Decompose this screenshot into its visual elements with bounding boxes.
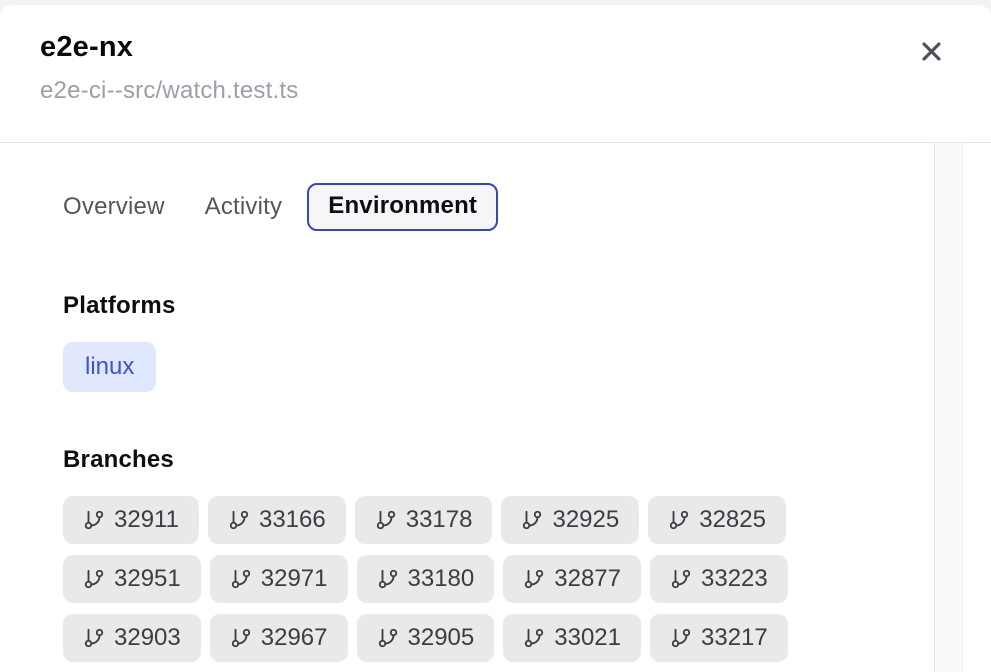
- platforms-list: linux: [63, 342, 991, 392]
- git-branch-icon: [229, 510, 249, 530]
- branch-badge[interactable]: 33021: [503, 614, 641, 662]
- branch-number: 32905: [407, 624, 475, 651]
- git-branch-icon: [671, 569, 691, 589]
- tab-overview[interactable]: Overview: [63, 192, 165, 220]
- branch-badge[interactable]: 32971: [209, 555, 348, 603]
- git-branch-icon: [84, 569, 104, 589]
- branch-badge[interactable]: 32925: [501, 496, 640, 544]
- branch-badge[interactable]: 32967: [209, 614, 348, 662]
- git-branch-icon: [84, 628, 104, 648]
- branch-badge[interactable]: 33180: [356, 555, 495, 603]
- close-button[interactable]: [911, 31, 951, 71]
- branch-number: 33178: [405, 506, 473, 533]
- git-branch-icon: [378, 628, 397, 648]
- git-branch-icon: [376, 510, 395, 530]
- branch-number: 32877: [554, 565, 621, 592]
- branch-number: 32911: [114, 506, 179, 533]
- branch-number: 33180: [407, 565, 475, 592]
- git-branch-icon: [671, 628, 691, 648]
- git-branch-icon: [525, 569, 544, 589]
- branch-number: 32925: [552, 506, 620, 533]
- branch-badge[interactable]: 32903: [63, 614, 201, 662]
- git-branch-icon: [523, 510, 542, 530]
- branch-badge[interactable]: 32905: [356, 614, 495, 662]
- git-branch-icon: [84, 510, 104, 530]
- branch-number: 33223: [701, 565, 768, 592]
- environment-tab-panel: Overview Activity Environment Platforms …: [0, 143, 991, 662]
- branch-badge[interactable]: 33217: [650, 614, 788, 662]
- branch-badge[interactable]: 33166: [207, 496, 346, 544]
- platforms-heading: Platforms: [63, 292, 176, 319]
- git-branch-icon: [670, 510, 689, 530]
- git-branch-icon: [231, 628, 250, 648]
- git-branch-icon: [378, 569, 397, 589]
- branch-badge[interactable]: 32951: [63, 555, 201, 603]
- branch-number: 32971: [260, 565, 328, 592]
- git-branch-icon: [525, 628, 544, 648]
- tab-bar: Overview Activity Environment: [63, 182, 991, 231]
- platform-chip: linux: [63, 342, 157, 392]
- branch-number: 32825: [699, 506, 766, 533]
- branches-list: 32911 33166: [63, 496, 873, 662]
- tab-environment[interactable]: Environment: [307, 182, 499, 231]
- test-detail-modal: e2e-nx e2e-ci--src/watch.test.ts Overvie…: [0, 5, 991, 672]
- close-icon: [921, 41, 941, 61]
- scrollbar-track[interactable]: [934, 143, 963, 672]
- branch-number: 33217: [701, 624, 768, 651]
- branch-badge[interactable]: 33178: [354, 496, 493, 544]
- branch-number: 33166: [258, 506, 326, 533]
- branch-number: 33021: [554, 624, 621, 651]
- branch-number: 32967: [260, 624, 328, 651]
- modal-header: e2e-nx e2e-ci--src/watch.test.ts: [0, 5, 991, 143]
- branch-badge[interactable]: 32911: [63, 496, 199, 544]
- tab-activity[interactable]: Activity: [204, 192, 283, 220]
- branches-heading: Branches: [63, 446, 174, 473]
- git-branch-icon: [231, 569, 250, 589]
- branch-badge[interactable]: 32877: [503, 555, 641, 603]
- branch-badge[interactable]: 33223: [650, 555, 788, 603]
- branch-badge[interactable]: 32825: [648, 496, 786, 544]
- modal-title: e2e-nx: [40, 31, 134, 63]
- modal-subtitle: e2e-ci--src/watch.test.ts: [40, 77, 299, 104]
- branch-number: 32951: [114, 565, 181, 592]
- branch-number: 32903: [114, 624, 181, 651]
